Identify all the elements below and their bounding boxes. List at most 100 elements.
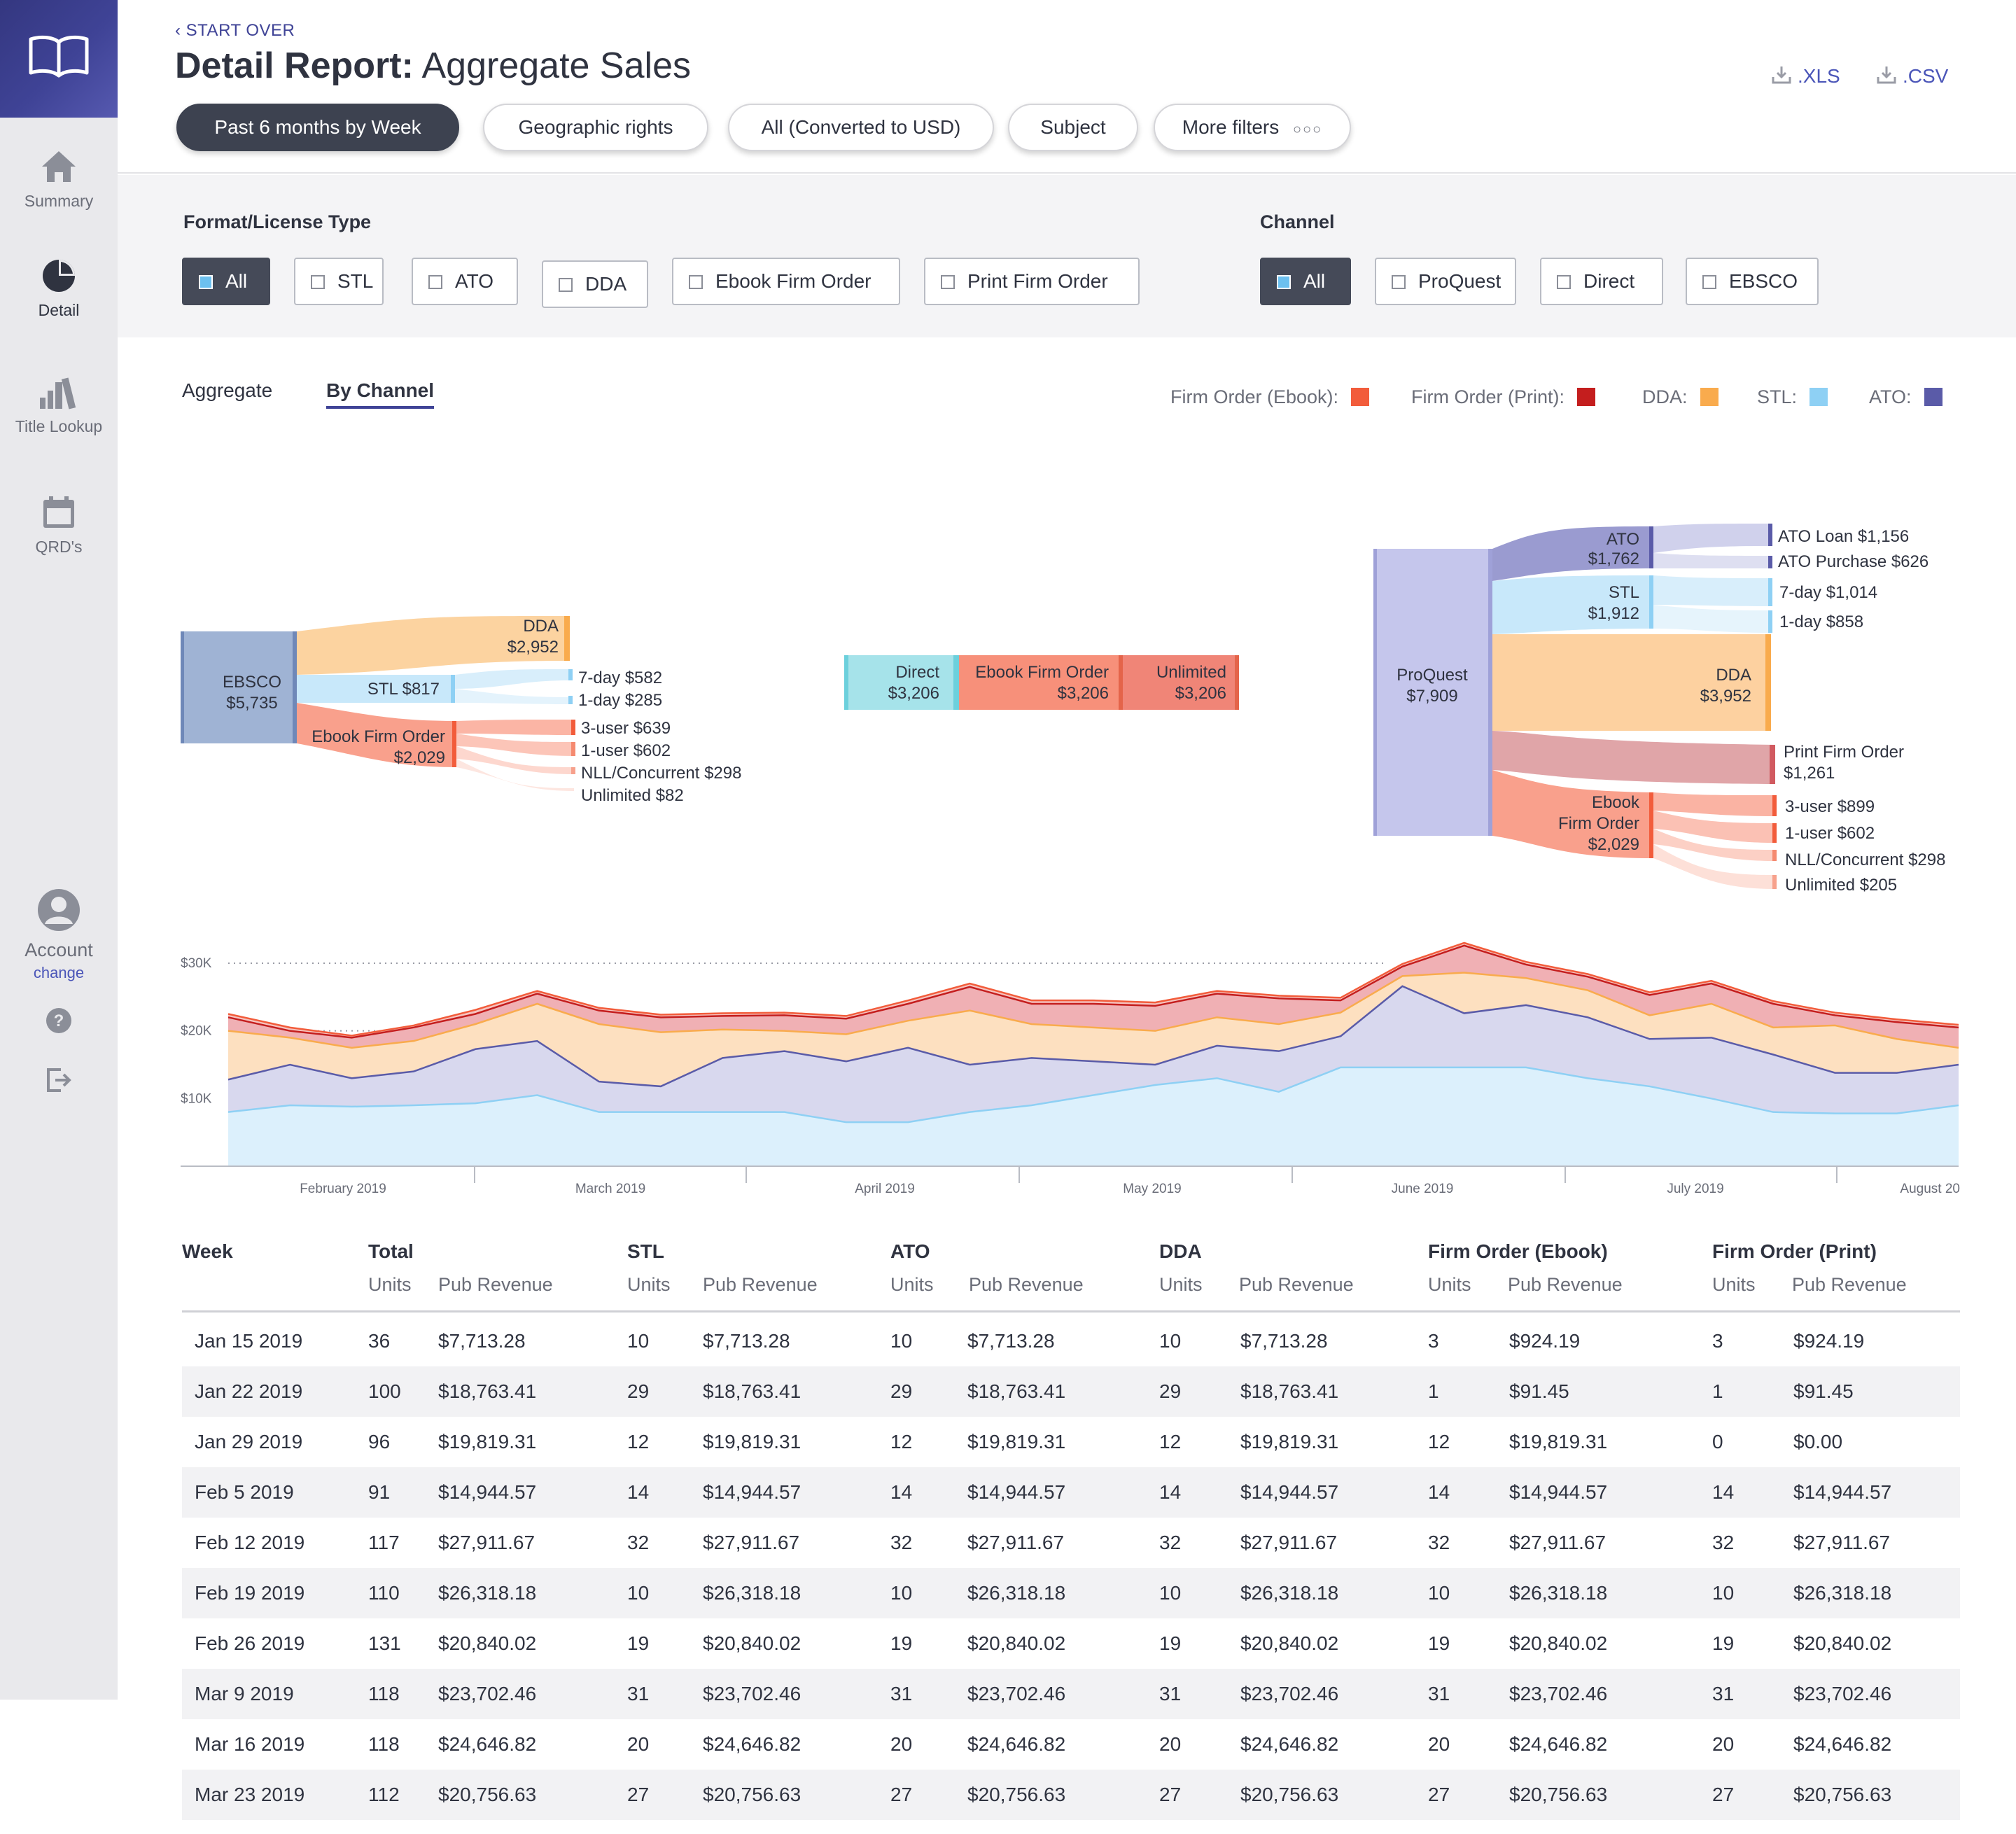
th-firm-order-print[interactable]: Firm Order (Print)	[1712, 1240, 1877, 1262]
pill-date-range[interactable]: Past 6 months by Week	[176, 104, 459, 151]
sidebar-item-qrds[interactable]: QRD's	[0, 494, 118, 556]
table-cell-foe-u: 1	[1428, 1380, 1439, 1402]
th-stl[interactable]: STL	[627, 1240, 664, 1262]
th-firm-order-ebook[interactable]: Firm Order (Ebook)	[1428, 1240, 1608, 1262]
legend-firm-order-ebook: Firm Order (Ebook):	[1170, 386, 1370, 408]
sankey-node-direct[interactable]	[844, 655, 958, 710]
sankey-flow-proquest-ato[interactable]	[1492, 526, 1653, 581]
legend-label: STL:	[1757, 386, 1798, 407]
sankey-value-pq-dda: $3,952	[1700, 687, 1751, 706]
app-logo[interactable]	[0, 0, 118, 118]
legend-swatch	[1351, 388, 1370, 406]
sankey-flow-proquest-dda[interactable]	[1492, 634, 1768, 731]
account-label: Account	[24, 939, 93, 960]
th-week[interactable]: Week	[182, 1240, 233, 1262]
logout-button[interactable]	[0, 1065, 118, 1102]
tab-aggregate[interactable]: Aggregate	[182, 379, 273, 401]
format-option-print-firm-order[interactable]: Print Firm Order	[924, 258, 1140, 305]
sankey-value-pq-efo: $2,029	[1588, 835, 1639, 854]
export-xls-button[interactable]: .XLS	[1771, 64, 1840, 88]
table-row[interactable]: Jan 22 2019 100 $18,763.41 29 $18,763.41 29 $1…	[182, 1366, 1960, 1417]
channel-option-ebsco[interactable]: EBSCO	[1686, 258, 1819, 305]
table-cell-foe-r: $14,944.57	[1509, 1481, 1608, 1503]
sankey-flow-proquest-efo[interactable]	[1492, 770, 1653, 858]
table-row[interactable]: Jan 29 2019 96 $19,819.31 12 $19,819.31 12 $19…	[182, 1417, 1960, 1467]
sankey-label-7day: 7-day $582	[578, 668, 662, 687]
sankey-node-direct-unlimited[interactable]	[1123, 655, 1238, 710]
table-cell-ato-u: 20	[890, 1733, 913, 1755]
pill-geographic-rights[interactable]: Geographic rights	[483, 104, 708, 151]
table-cell-total-u: 100	[368, 1380, 401, 1402]
table-cell-fop-u: 20	[1712, 1733, 1735, 1755]
sankey-label-pq-1user: 1-user $602	[1785, 824, 1875, 843]
home-icon	[42, 151, 76, 182]
table-cell-dda-u: 29	[1159, 1380, 1182, 1402]
sankey-flow-ebsco-efo[interactable]	[297, 703, 456, 767]
table-row[interactable]: Feb 5 2019 91 $14,944.57 14 $14,944.57 14 $14,…	[182, 1467, 1960, 1518]
line-firm-order-print-	[227, 944, 1959, 1039]
table-cell-dda-u: 12	[1159, 1431, 1182, 1452]
table-cell-fop-u: 19	[1712, 1632, 1735, 1654]
option-label: All	[225, 270, 248, 292]
more-filters-label: More filters	[1182, 116, 1280, 138]
table-cell-dda-u: 14	[1159, 1481, 1182, 1503]
table-cell-total-u: 110	[368, 1582, 400, 1604]
format-option-stl[interactable]: STL	[294, 258, 384, 305]
format-option-ato[interactable]: ATO	[412, 258, 518, 305]
table-cell-total-r: $26,318.18	[438, 1582, 537, 1604]
sankey-node-proquest[interactable]	[1373, 549, 1491, 836]
channel-option-all[interactable]: All	[1260, 258, 1351, 305]
th-ato[interactable]: ATO	[890, 1240, 930, 1262]
channel-option-direct[interactable]: Direct	[1540, 258, 1663, 305]
sankey-label-pq-7day: 7-day $1,014	[1779, 583, 1877, 602]
sankey-label-pq-dda: DDA	[1716, 666, 1751, 685]
sidebar-item-summary[interactable]: Summary	[0, 148, 118, 211]
account-menu[interactable]: Account change	[0, 888, 118, 982]
table-cell-fop-r: $20,840.02	[1793, 1632, 1892, 1654]
pill-subject[interactable]: Subject	[1008, 104, 1138, 151]
sankey-flow-proquest-pfo[interactable]	[1492, 731, 1774, 784]
format-option-all[interactable]: All	[182, 258, 270, 305]
help-button[interactable]: ?	[0, 1007, 118, 1042]
th-dda[interactable]: DDA	[1159, 1240, 1202, 1262]
table-row[interactable]: Feb 12 2019 117 $27,911.67 32 $27,911.67 32 $2…	[182, 1518, 1960, 1568]
tab-by-channel[interactable]: By Channel	[326, 379, 435, 409]
table-cell-stl-r: $7,713.28	[703, 1330, 790, 1352]
format-option-dda[interactable]: DDA	[542, 260, 648, 308]
table-cell-fop-u: 3	[1712, 1330, 1723, 1352]
table-cell-dda-r: $27,911.67	[1240, 1532, 1338, 1553]
table-row[interactable]: Mar 16 2019 118 $24,646.82 20 $24,646.82 20 $2…	[182, 1719, 1960, 1770]
sankey-value-direct-efo: $3,206	[1058, 684, 1109, 703]
start-over-link[interactable]: ‹ START OVER	[175, 21, 295, 41]
sankey-flow-proquest-stl[interactable]	[1492, 575, 1653, 634]
checkbox-icon	[1702, 275, 1716, 289]
th-dda-units: Units	[1159, 1274, 1203, 1295]
sankey-label-3user: 3-user $639	[581, 719, 671, 738]
sankey-label-pq-3user: 3-user $899	[1785, 797, 1875, 816]
pill-more-filters[interactable]: More filters ○○○	[1154, 104, 1351, 151]
table-row[interactable]: Mar 9 2019 118 $23,702.46 31 $23,702.46 31 $23…	[182, 1669, 1960, 1719]
pill-currency[interactable]: All (Converted to USD)	[728, 104, 994, 151]
sankey-flow-ebsco-dda[interactable]	[297, 616, 568, 675]
th-total[interactable]: Total	[368, 1240, 414, 1262]
option-label: All	[1303, 270, 1326, 292]
sankey-flow-ebsco-stl[interactable]	[297, 675, 454, 703]
table-row[interactable]: Mar 23 2019 112 $20,756.63 27 $20,756.63 27 $2…	[182, 1770, 1960, 1820]
account-change-link[interactable]: change	[33, 964, 85, 981]
table-cell-foe-r: $23,702.46	[1509, 1683, 1608, 1704]
sidebar-item-detail[interactable]: Detail	[0, 258, 118, 320]
channel-option-proquest[interactable]: ProQuest	[1375, 258, 1516, 305]
sankey-node-direct-efo[interactable]	[959, 655, 1123, 710]
format-option-ebook-firm-order[interactable]: Ebook Firm Order	[672, 258, 900, 305]
table-row[interactable]: Feb 19 2019 110 $26,318.18 10 $26,318.18 10 $2…	[182, 1568, 1960, 1618]
legend-swatch	[1700, 388, 1718, 406]
table-cell-dda-r: $14,944.57	[1240, 1481, 1339, 1503]
export-csv-button[interactable]: .CSV	[1876, 64, 1948, 88]
sankey-label-pq-nll: NLL/Concurrent $298	[1785, 850, 1945, 869]
sidebar-item-title-lookup[interactable]: Title Lookup	[0, 374, 118, 436]
table-cell-stl-u: 12	[627, 1431, 650, 1452]
sankey-label-pq-efo-2: Firm Order	[1558, 814, 1639, 833]
table-row[interactable]: Feb 26 2019 131 $20,840.02 19 $20,840.02 19 $2…	[182, 1618, 1960, 1669]
table-row[interactable]: Jan 15 2019 36 $7,713.28 10 $7,713.28 10 $7,71…	[182, 1316, 1960, 1366]
sankey-node-ebsco[interactable]	[181, 631, 297, 743]
